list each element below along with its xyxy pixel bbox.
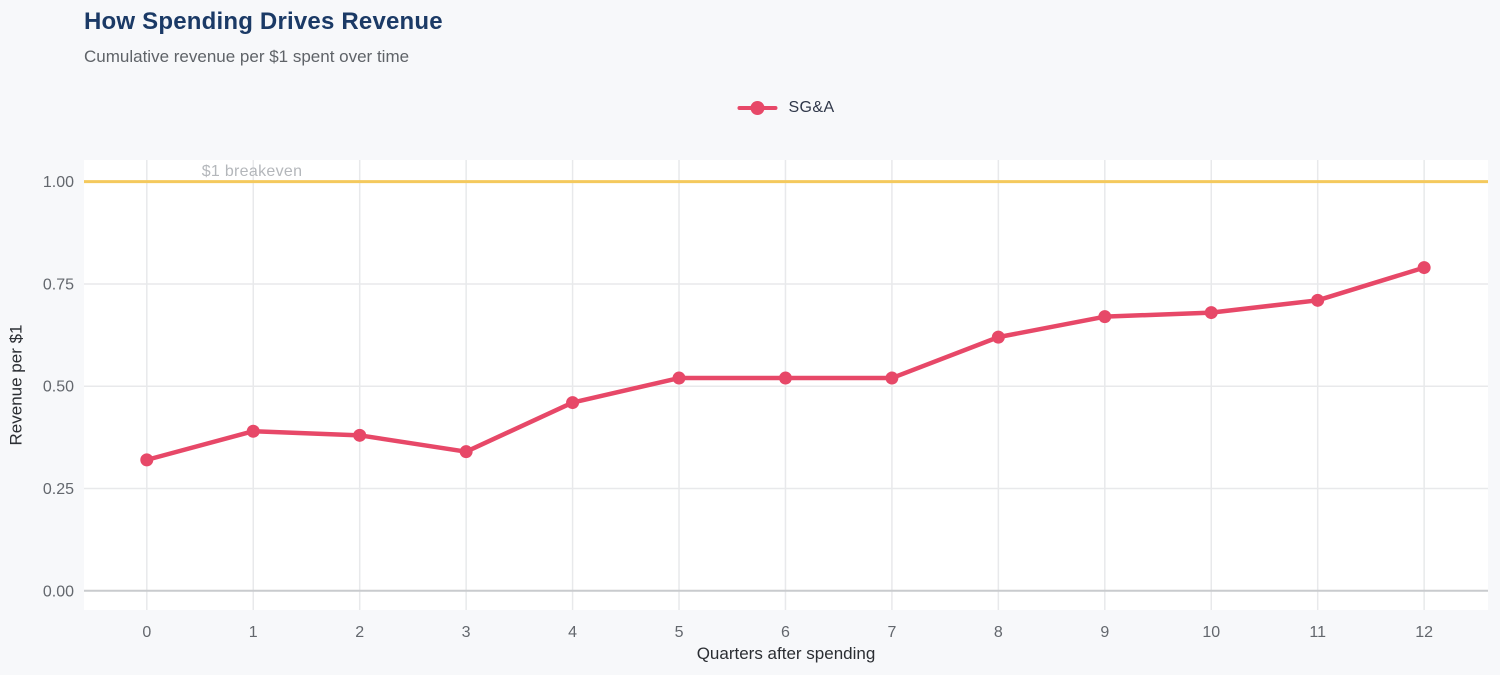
breakeven-annotation: $1 breakeven — [202, 163, 303, 180]
x-tick-label: 12 — [1415, 624, 1433, 641]
data-point[interactable] — [459, 445, 473, 459]
x-tick-label: 8 — [994, 624, 1003, 641]
x-tick-label: 3 — [462, 624, 471, 641]
data-point[interactable] — [1204, 306, 1218, 320]
data-point[interactable] — [991, 330, 1005, 344]
data-point[interactable] — [140, 453, 154, 467]
x-tick-label: 5 — [675, 624, 684, 641]
x-tick-label: 4 — [568, 624, 577, 641]
chart-title: How Spending Drives Revenue — [84, 8, 443, 35]
data-point[interactable] — [885, 371, 899, 385]
data-point[interactable] — [1417, 261, 1431, 275]
data-point[interactable] — [566, 396, 580, 410]
x-tick-label: 9 — [1100, 624, 1109, 641]
legend-line-marker-icon — [737, 101, 778, 115]
data-point[interactable] — [672, 371, 686, 385]
x-tick-label: 1 — [249, 624, 258, 641]
x-tick-label: 6 — [781, 624, 790, 641]
x-tick-label: 11 — [1309, 624, 1326, 641]
x-tick-label: 0 — [142, 624, 151, 641]
y-tick-label: 1.00 — [43, 174, 74, 191]
y-tick-label: 0.50 — [43, 379, 74, 396]
data-point[interactable] — [1098, 310, 1112, 324]
y-axis-title: Revenue per $1 — [7, 325, 26, 446]
y-tick-label: 0.75 — [43, 276, 74, 293]
data-point[interactable] — [1311, 293, 1325, 307]
plot-layer: 0 1 2 3 4 5 6 7 8 9 10 11 120.000.250.500.751.00 — [43, 160, 1488, 641]
data-point[interactable] — [778, 371, 792, 385]
y-tick-label: 0.25 — [43, 481, 74, 498]
data-point[interactable] — [246, 424, 260, 438]
y-tick-label: 0.00 — [43, 583, 74, 600]
x-tick-label: 2 — [355, 624, 364, 641]
x-axis-title: Quarters after spending — [697, 644, 876, 663]
legend-item-sga[interactable]: SG&A — [737, 99, 834, 117]
chart-subtitle: Cumulative revenue per $1 spent over tim… — [84, 47, 410, 66]
x-tick-label: 10 — [1202, 624, 1220, 641]
data-point[interactable] — [353, 428, 367, 442]
legend-series-label: SG&A — [788, 99, 835, 116]
x-tick-label: 7 — [887, 624, 896, 641]
